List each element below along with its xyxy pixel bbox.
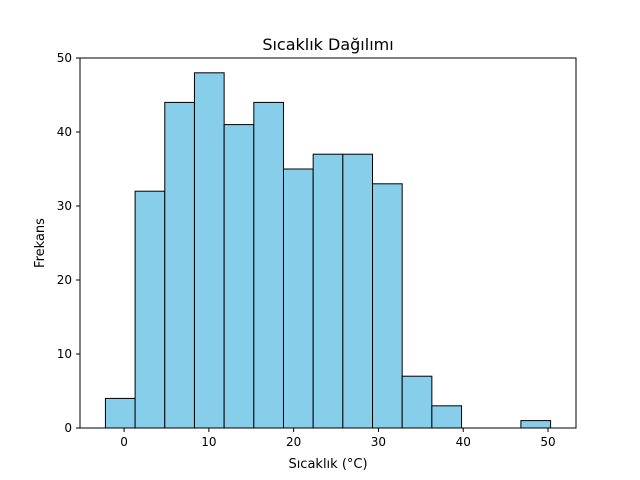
histogram-bar <box>372 183 403 429</box>
y-tick-label: 10 <box>57 347 72 361</box>
histogram-bar <box>164 101 195 429</box>
x-tick-label: 10 <box>201 435 216 449</box>
histogram-bar <box>520 420 552 429</box>
y-axis-ticks: 0 10 20 30 40 50 <box>57 51 80 435</box>
x-tick-label: 20 <box>286 435 301 449</box>
histogram-bar <box>104 397 136 429</box>
chart-title: Sıcaklık Dağılımı <box>262 35 393 54</box>
histogram-bar <box>431 405 463 429</box>
x-tick-label: 50 <box>540 435 555 449</box>
histogram-bar <box>253 101 284 429</box>
histogram-bar <box>134 190 166 429</box>
x-tick-label: 40 <box>456 435 471 449</box>
plot-frame <box>79 57 577 429</box>
y-tick-label: 0 <box>64 421 72 435</box>
y-tick-label: 30 <box>57 199 72 213</box>
y-tick-label: 40 <box>57 125 72 139</box>
y-tick-label: 50 <box>57 51 72 65</box>
x-tick-label: 30 <box>371 435 386 449</box>
bars-group <box>104 72 552 429</box>
histogram-bar <box>193 72 225 429</box>
histogram-bar <box>312 153 344 429</box>
histogram-bar <box>223 124 255 429</box>
x-axis-label: Sıcaklık (°C) <box>288 457 367 472</box>
x-axis-ticks: 0 10 20 30 40 50 <box>120 428 556 449</box>
y-tick-label: 20 <box>57 273 72 287</box>
histogram-bar <box>342 153 374 429</box>
x-tick-label: 0 <box>120 435 128 449</box>
y-axis-label: Frekans <box>33 218 48 268</box>
histogram-bar <box>401 375 433 429</box>
histogram-bar <box>282 168 314 429</box>
